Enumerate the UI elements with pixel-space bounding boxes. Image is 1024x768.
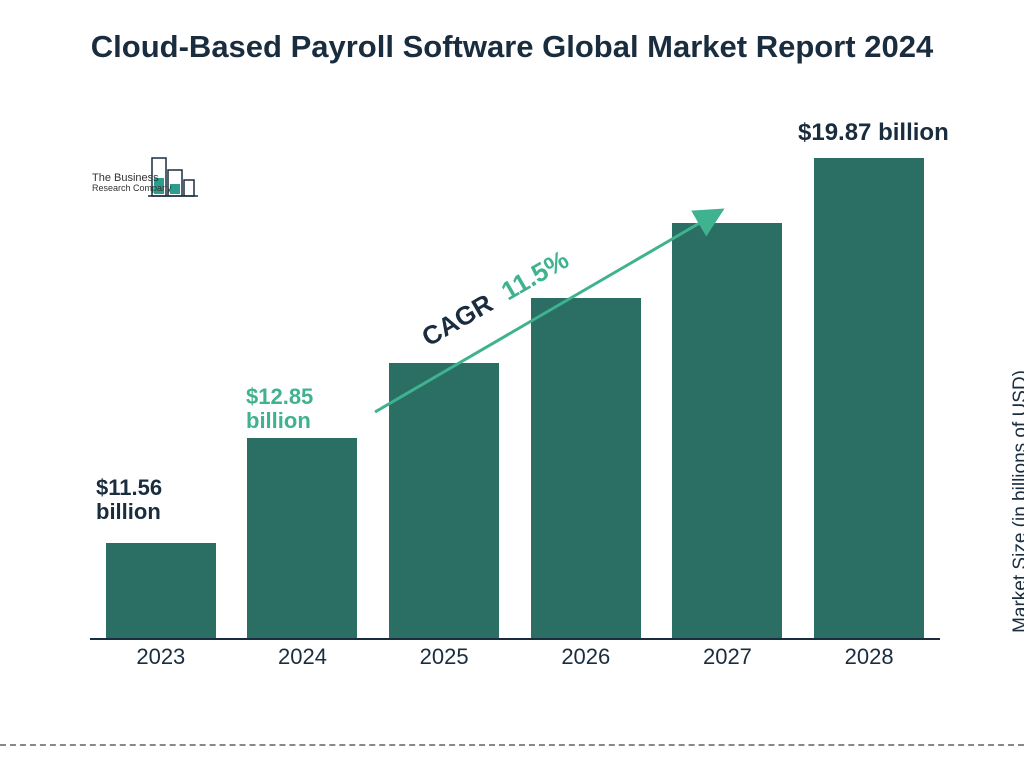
y-axis-label: Market Size (in billions of USD): [1010, 370, 1024, 633]
bottom-divider: [0, 744, 1024, 746]
cagr-arrow: [0, 0, 1024, 768]
